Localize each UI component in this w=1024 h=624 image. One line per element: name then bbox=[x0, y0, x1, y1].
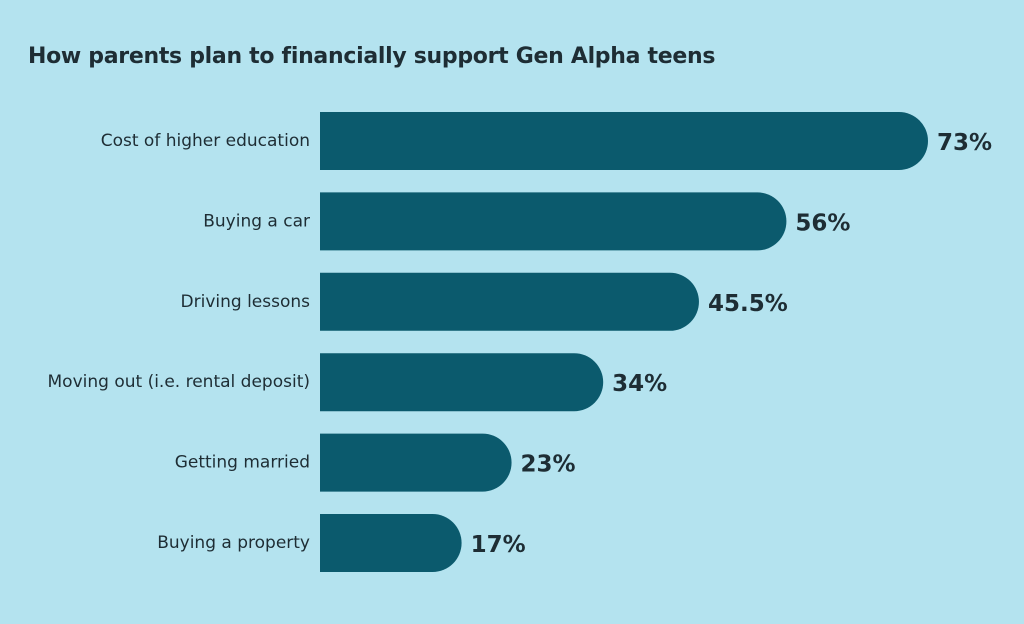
bars-layer bbox=[320, 112, 928, 572]
category-label-2: Buying a car bbox=[203, 211, 310, 231]
category-label-5: Getting married bbox=[175, 453, 310, 473]
value-label-3: 45.5% bbox=[708, 291, 788, 317]
bar-2 bbox=[320, 192, 787, 251]
category-label-3: Driving lessons bbox=[181, 292, 311, 312]
bar-4 bbox=[320, 353, 604, 412]
labels-layer: Cost of higher education 73% Buying a car 5… bbox=[48, 130, 993, 558]
bar-1 bbox=[320, 112, 928, 170]
bar-3 bbox=[320, 272, 699, 331]
category-label-4: Moving out (i.e. rental deposit) bbox=[48, 372, 310, 392]
bar-5 bbox=[320, 433, 512, 492]
value-label-4: 34% bbox=[612, 371, 667, 397]
bar-6 bbox=[320, 514, 462, 572]
value-label-2: 56% bbox=[795, 210, 850, 236]
category-label-1: Cost of higher education bbox=[101, 131, 310, 151]
value-label-1: 73% bbox=[937, 130, 992, 156]
chart-title: How parents plan to financially support … bbox=[28, 44, 716, 69]
value-label-6: 17% bbox=[471, 532, 526, 558]
category-label-6: Buying a property bbox=[157, 533, 310, 553]
value-label-5: 23% bbox=[521, 452, 576, 478]
